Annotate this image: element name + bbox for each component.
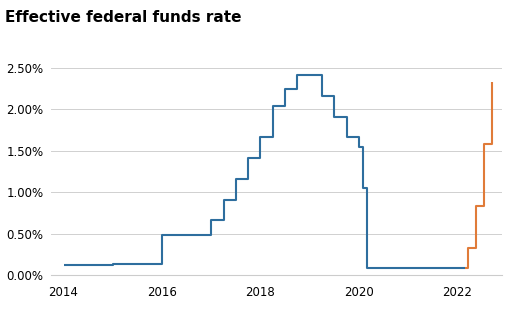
Text: Effective federal funds rate: Effective federal funds rate (5, 10, 242, 25)
